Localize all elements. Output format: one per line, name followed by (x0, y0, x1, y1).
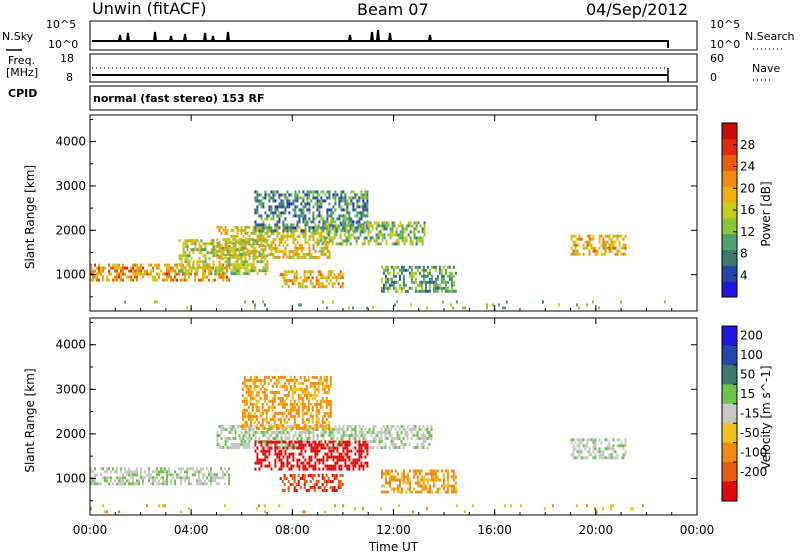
xtick-label: 16:00 (477, 523, 512, 537)
velocity-ylabel: Slant Range [km] (23, 368, 37, 472)
freq-tick-bottom: 8 (66, 71, 73, 84)
velocity-colorbar-segment (722, 403, 737, 424)
xtick-label: 20:00 (579, 523, 614, 537)
power-colorbar-segment (722, 217, 737, 235)
nsky-label: N.Sky (2, 30, 34, 43)
power-colorbar-segment (722, 186, 737, 203)
power-colorbar-segment (722, 138, 737, 156)
velocity-ytick-label: 3000 (55, 382, 86, 396)
velocity-plot-bg (90, 318, 697, 515)
velocity-colorbar-label: -200 (740, 465, 767, 479)
velocity-colorbar-label: 100 (740, 348, 763, 362)
power-region-2 (216, 225, 331, 259)
power-colorbar-title: Power [dB] (759, 181, 773, 246)
power-colorbar-frame (721, 122, 738, 298)
velocity-colorbar-segment (722, 364, 737, 385)
velocity-colorbar-label: 200 (740, 329, 763, 343)
velocity-region-7 (90, 504, 644, 514)
velocity-region-5 (380, 469, 457, 494)
power-colorbar-label: 28 (740, 138, 755, 152)
power-colorbar-segment (722, 170, 737, 187)
power-colorbar-label: 8 (740, 247, 748, 261)
nave-tick-top: 60 (710, 52, 724, 65)
velocity-colorbar-segment (722, 423, 737, 444)
power-colorbar-segment (722, 281, 737, 298)
station-title: Unwin (fitACF) (92, 0, 207, 18)
velocity-colorbar-label: 15 (740, 387, 755, 401)
velocity-colorbar-label: 50 (740, 368, 755, 382)
power-ytick-label: 4000 (55, 135, 86, 149)
date-label: 04/Sep/2012 (586, 0, 689, 19)
nsky-tick-top: 10^5 (46, 18, 77, 31)
velocity-ytick-label: 4000 (55, 338, 86, 352)
power-region-6 (380, 265, 457, 293)
power-colorbar-segment (722, 202, 737, 219)
velocity-colorbar-frame (721, 325, 738, 502)
power-region-5 (279, 270, 344, 289)
power-colorbar-segment (722, 154, 737, 171)
power-colorbar-label: 4 (740, 268, 748, 282)
freq-unit-label: [MHz] (6, 66, 39, 79)
power-colorbar-label: 12 (740, 225, 755, 239)
velocity-region-2 (254, 440, 369, 471)
xtick-label: 00:00 (73, 523, 108, 537)
freq-panel-frame (89, 53, 698, 83)
power-region-3 (254, 190, 369, 233)
nsearch-tick-top: 10^5 (710, 18, 741, 31)
xtick-label: 04:00 (174, 523, 209, 537)
velocity-colorbar-label: -100 (740, 445, 767, 459)
velocity-colorbar-label: -50 (740, 426, 760, 440)
velocity-region-4 (241, 375, 332, 430)
velocity-colorbar-segment (722, 481, 737, 502)
velocity-colorbar-segment (722, 462, 737, 483)
nsearch-tick-bottom: 10^0 (710, 38, 741, 51)
xtick-label: 00:00 (680, 523, 715, 537)
velocity-ytick-label: 2000 (55, 427, 86, 441)
velocity-colorbar-segment (722, 384, 737, 405)
nave-tick-bottom: 0 (710, 71, 717, 84)
power-ytick-label: 2000 (55, 223, 86, 237)
power-region-8 (124, 300, 666, 310)
velocity-region-3 (279, 474, 344, 492)
nsky-tick-bottom: 10^0 (48, 38, 79, 51)
xtick-label: 12:00 (376, 523, 411, 537)
beam-label: Beam 07 (357, 0, 429, 19)
nsky-trace (92, 29, 669, 48)
velocity-colorbar-title: Velocity [m s^-1] (759, 365, 773, 469)
velocity-ytick-label: 1000 (55, 471, 86, 485)
power-ytick-label: 1000 (55, 268, 86, 282)
power-colorbar-label: 16 (740, 203, 755, 217)
freq-tick-top: 18 (60, 52, 74, 65)
velocity-region-0 (90, 467, 230, 486)
velocity-colorbar-label: -15 (740, 407, 760, 421)
velocity-region-6 (570, 438, 627, 460)
nsearch-label: N.Search (745, 30, 795, 43)
power-ytick-label: 3000 (55, 179, 86, 193)
power-region-7 (570, 234, 627, 256)
power-colorbar-segment (722, 233, 737, 251)
nsky-panel-frame (89, 20, 698, 51)
xlabel: Time UT (368, 540, 419, 554)
freq-label: Freq. (8, 54, 36, 67)
power-colorbar-segment (722, 123, 737, 140)
power-colorbar-segment (722, 249, 737, 266)
xtick-label: 08:00 (275, 523, 310, 537)
velocity-colorbar-segment (722, 442, 737, 463)
power-region-4 (317, 221, 426, 246)
velocity-colorbar-segment (722, 326, 737, 346)
cpid-text: normal (fast stereo) 153 RF (93, 92, 265, 105)
cpid-label: CPID (8, 87, 38, 100)
power-ylabel: Slant Range [km] (23, 165, 37, 269)
power-colorbar-label: 24 (740, 160, 755, 174)
power-colorbar-segment (722, 265, 737, 282)
power-plot-bg (90, 115, 697, 311)
cpid-panel-frame (89, 85, 698, 111)
nave-label: Nave (752, 62, 781, 75)
power-colorbar-label: 20 (740, 181, 755, 195)
velocity-colorbar-segment (722, 345, 737, 366)
